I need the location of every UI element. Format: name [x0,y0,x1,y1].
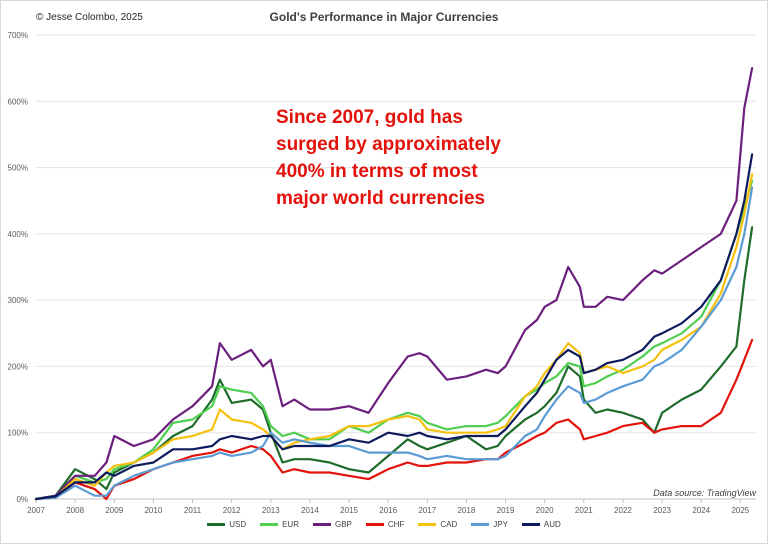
x-tick-label: 2011 [184,506,202,515]
annotation-line: 400% in terms of most [276,161,478,182]
legend-swatch [260,523,279,526]
legend-label: JPY [493,520,508,529]
chart-annotation: Since 2007, gold has surged by approxima… [276,104,526,212]
y-tick-label: 400% [8,230,28,239]
x-tick-label: 2025 [731,506,749,515]
legend-item-cad: CAD [418,520,457,529]
x-tick-label: 2017 [418,506,436,515]
legend-label: CHF [387,520,405,529]
gridlines [36,34,756,500]
y-tick-label: 300% [8,296,28,305]
legend-label: EUR [282,520,299,529]
legend-item-usd: USD [207,520,246,529]
y-tick-label: 600% [8,97,28,106]
legend-item-eur: EUR [260,520,299,529]
legend-swatch [521,523,540,526]
series-line-usd [34,226,754,501]
x-tick-label: 2022 [614,506,632,515]
x-tick-label: 2013 [262,506,280,515]
annotation-line: surged by approximately [276,134,501,155]
legend-item-jpy: JPY [471,520,508,529]
series-lines [34,66,754,501]
x-tick-label: 2010 [144,506,162,515]
x-tick-label: 2019 [497,506,515,515]
legend-swatch [418,523,437,526]
y-axis-ticks: 0% 100% 200% 300% 400% 500% 600% 700% [8,31,28,504]
legend-label: CAD [440,520,458,529]
y-tick-label: 200% [8,362,28,371]
x-tick-label: 2018 [458,506,476,515]
legend-item-gbp: GBP [312,520,352,529]
data-source-note: Data source: TradingView [653,488,756,498]
y-tick-label: 0% [16,495,28,504]
legend-swatch [207,523,226,526]
series-line-aud [34,153,754,501]
x-tick-label: 2024 [692,506,710,515]
legend-label: USD [229,520,247,529]
legend-label: AUD [543,520,561,529]
annotation-line: Since 2007, gold has [276,107,463,128]
x-tick-label: 2020 [536,506,554,515]
legend-item-aud: AUD [521,520,561,529]
copyright-text: © Jesse Colombo, 2025 [36,12,143,23]
legend-swatch [312,523,331,526]
x-tick-label: 2021 [575,506,593,515]
x-tick-label: 2015 [340,506,358,515]
y-tick-label: 100% [8,429,28,438]
x-tick-label: 2007 [27,506,45,515]
series-line-cad [34,173,754,501]
legend-item-chf: CHF [365,520,405,529]
series-line-jpy [34,186,754,501]
x-tick-label: 2014 [301,506,319,515]
x-tick-label: 2009 [105,506,123,515]
series-line-eur [34,179,754,501]
y-tick-label: 500% [8,164,28,173]
legend-label: GBP [334,520,352,529]
y-tick-label: 700% [8,31,28,40]
x-tick-label: 2023 [653,506,671,515]
annotation-line: major world currencies [276,188,486,209]
legend-swatch [365,523,384,526]
x-axis-ticks: 2007 2008 2009 2010 2011 2012 2013 2014 2015 2016… [27,499,750,515]
legend-swatch [471,523,490,526]
series-line-gbp [34,66,754,501]
x-tick-label: 2008 [66,506,84,515]
x-tick-label: 2016 [379,506,397,515]
x-tick-label: 2012 [223,506,241,515]
chart-legend: USD EUR GBP CHF CAD JPY AUD [0,520,768,529]
chart-title: Gold's Performance in Major Currencies [269,10,499,24]
